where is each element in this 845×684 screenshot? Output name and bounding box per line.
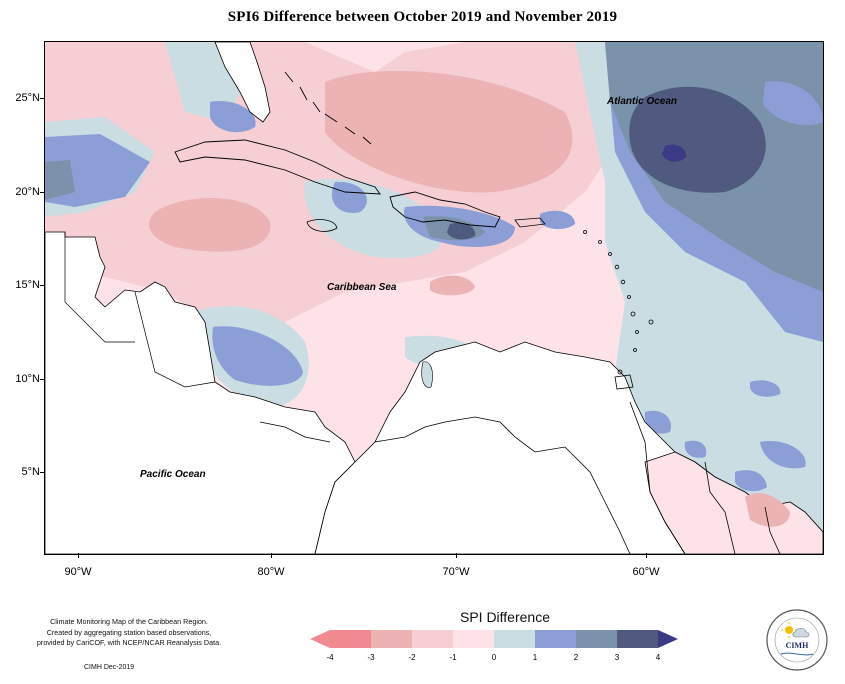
legend-tick: -2 bbox=[408, 653, 416, 662]
lat-tick bbox=[40, 285, 44, 286]
border-venezuela-colombia bbox=[374, 416, 631, 554]
legend-swatch-neg1 bbox=[453, 630, 494, 648]
border-panama bbox=[259, 421, 331, 443]
lon-tick bbox=[646, 553, 647, 558]
field-1-puerto-rico bbox=[540, 210, 575, 230]
field-1-nicaragua bbox=[212, 326, 303, 386]
legend-title: SPI Difference bbox=[459, 609, 550, 625]
map-title: SPI6 Difference between October 2019 and… bbox=[227, 9, 618, 25]
field-3-atlantic bbox=[629, 86, 766, 193]
sun-icon bbox=[785, 626, 793, 634]
lat-label-15n: 15°N bbox=[15, 279, 40, 291]
logo-text: CIMH bbox=[786, 641, 809, 650]
label-atlantic-ocean: Atlantic Ocean bbox=[606, 96, 677, 107]
field-4-atlantic bbox=[662, 144, 687, 162]
field-1-spot-c bbox=[760, 441, 806, 469]
lon-tick bbox=[78, 553, 79, 558]
legend-swatch-lt-neg4 bbox=[310, 630, 330, 648]
lat-tick bbox=[40, 379, 44, 380]
border-venezuela-guyana bbox=[629, 401, 686, 554]
cloud-icon bbox=[792, 627, 810, 638]
field-neg3-west bbox=[149, 198, 271, 252]
field-1-cuba-east bbox=[331, 181, 367, 213]
legend-swatch-1 bbox=[535, 630, 576, 648]
border-suriname-guiana bbox=[764, 506, 781, 554]
legend-tick: -4 bbox=[326, 653, 334, 662]
legend-swatch-2 bbox=[576, 630, 617, 648]
lon-tick bbox=[456, 553, 457, 558]
footer-line-1: Climate Monitoring Map of the Caribbean … bbox=[50, 617, 208, 626]
border-guyana-suriname bbox=[704, 461, 736, 554]
footer-credit: Climate Monitoring Map of the Caribbean … bbox=[14, 617, 244, 649]
guiana-pos1 bbox=[735, 470, 767, 492]
legend-tick: 4 bbox=[655, 653, 661, 662]
legend-tick: -1 bbox=[449, 653, 457, 662]
land-lesser-antilles bbox=[583, 230, 654, 375]
lon-label-90w: 90°W bbox=[64, 566, 92, 578]
legend-tick: 1 bbox=[532, 653, 538, 662]
legend-swatch-neg4 bbox=[330, 630, 371, 648]
cimh-logo-icon: CIMH bbox=[766, 609, 828, 671]
field-2-yucatan bbox=[45, 160, 75, 200]
map-canvas: Atlantic Ocean Caribbean Sea Pacific Oce… bbox=[45, 42, 823, 554]
lat-label-5n: 5°N bbox=[21, 466, 40, 478]
label-caribbean-sea: Caribbean Sea bbox=[327, 282, 397, 293]
border-mexico-guatemala bbox=[64, 232, 135, 343]
land-puerto-rico bbox=[514, 217, 546, 228]
field-1-bahamas bbox=[210, 101, 256, 133]
footer-line-3: provided by CariCOF, with NCEP/NCAR Rean… bbox=[36, 638, 222, 647]
lat-tick bbox=[40, 472, 44, 473]
legend-swatch-3 bbox=[617, 630, 658, 648]
legend-swatch-neg3 bbox=[371, 630, 412, 648]
guiana-neg3 bbox=[745, 492, 790, 527]
legend-swatch-0 bbox=[494, 630, 535, 648]
field-3-hispaniola bbox=[447, 222, 476, 240]
legend-tick: 2 bbox=[573, 653, 579, 662]
field-neg3-north bbox=[325, 70, 573, 193]
lat-tick bbox=[40, 98, 44, 99]
land-florida bbox=[214, 42, 271, 123]
legend-swatch-gt-4 bbox=[658, 630, 678, 648]
lake-maracaibo bbox=[421, 361, 433, 388]
field-1-spot-a bbox=[750, 380, 781, 397]
field-neg3-center bbox=[430, 275, 475, 296]
land-hispaniola bbox=[389, 191, 501, 228]
field-1-northeast bbox=[763, 81, 823, 126]
field-1-spot-d bbox=[684, 440, 707, 458]
spi-map: Atlantic Ocean Caribbean Sea Pacific Oce… bbox=[44, 41, 824, 555]
label-pacific-ocean: Pacific Ocean bbox=[140, 469, 206, 480]
land-jamaica bbox=[306, 219, 338, 232]
lon-label-70w: 70°W bbox=[442, 566, 470, 578]
lat-label-10n: 10°N bbox=[15, 373, 40, 385]
lat-label-20n: 20°N bbox=[15, 186, 40, 198]
lon-label-80w: 80°W bbox=[257, 566, 285, 578]
lon-label-60w: 60°W bbox=[632, 566, 660, 578]
legend-tick: -3 bbox=[367, 653, 375, 662]
lon-tick bbox=[271, 553, 272, 558]
land-cuba bbox=[174, 139, 381, 195]
footer-line-2: Created by aggregating station based obs… bbox=[46, 627, 212, 637]
lat-label-25n: 25°N bbox=[15, 92, 40, 104]
border-central-america bbox=[134, 291, 216, 388]
lat-tick bbox=[40, 192, 44, 193]
land-bahamas bbox=[284, 71, 372, 145]
footer-date: CIMH Dec-2019 bbox=[84, 664, 135, 671]
legend-tick: 0 bbox=[491, 653, 497, 662]
legend-colorbar bbox=[310, 630, 678, 648]
legend-tick: 3 bbox=[614, 653, 620, 662]
legend-swatch-neg2 bbox=[412, 630, 453, 648]
land-trinidad bbox=[614, 374, 634, 390]
